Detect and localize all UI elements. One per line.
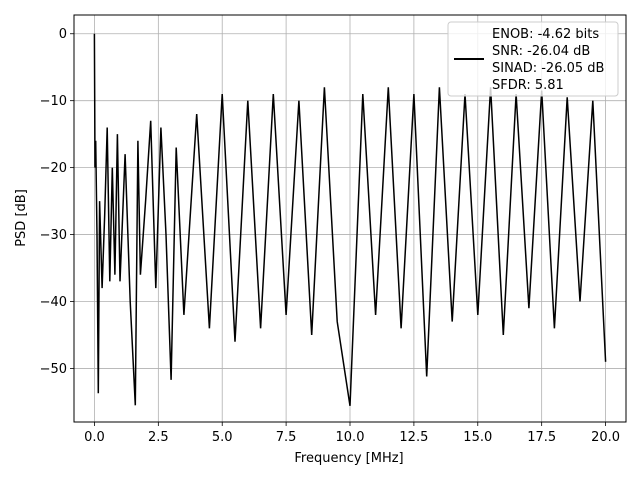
x-tick-label: 7.5	[276, 430, 297, 445]
x-tick-label: 17.5	[527, 430, 556, 445]
series-layer	[93, 33, 607, 407]
y-tick-label: −50	[40, 362, 67, 377]
x-tick-label: 5.0	[212, 430, 233, 445]
legend-box	[447, 21, 619, 97]
psd-series-line	[93, 33, 607, 407]
axis-ticks	[70, 33, 606, 426]
legend-line-sinad: SINAD: -26.05 dB	[492, 61, 604, 76]
x-tick-label: 12.5	[399, 430, 428, 445]
x-tick-label: 20.0	[591, 430, 620, 445]
y-tick-label: −10	[40, 94, 67, 109]
x-tick-label: 2.5	[148, 430, 169, 445]
x-tick-label: 15.0	[463, 430, 492, 445]
x-tick-label: 10.0	[336, 430, 365, 445]
legend: ENOB: -4.62 bits SNR: -26.04 dB SINAD: -…	[447, 21, 619, 97]
grid	[74, 15, 626, 422]
legend-line-enob: ENOB: -4.62 bits	[492, 27, 599, 42]
y-tick-label: 0	[59, 27, 67, 42]
legend-line-sfdr: SFDR: 5.81	[492, 78, 564, 93]
y-tick-label: −20	[40, 161, 67, 176]
y-tick-label: −40	[40, 295, 67, 310]
legend-line-snr: SNR: -26.04 dB	[492, 44, 590, 59]
y-tick-label: −30	[40, 228, 67, 243]
x-axis-label: Frequency [MHz]	[294, 451, 403, 466]
y-axis-label: PSD [dB]	[14, 189, 29, 247]
x-tick-label: 0.0	[84, 430, 105, 445]
tick-labels: 0.0 2.5 5.0 7.5 10.0 12.5 15.0 17.5 20.0 0 −10 −20 −…	[40, 27, 620, 445]
